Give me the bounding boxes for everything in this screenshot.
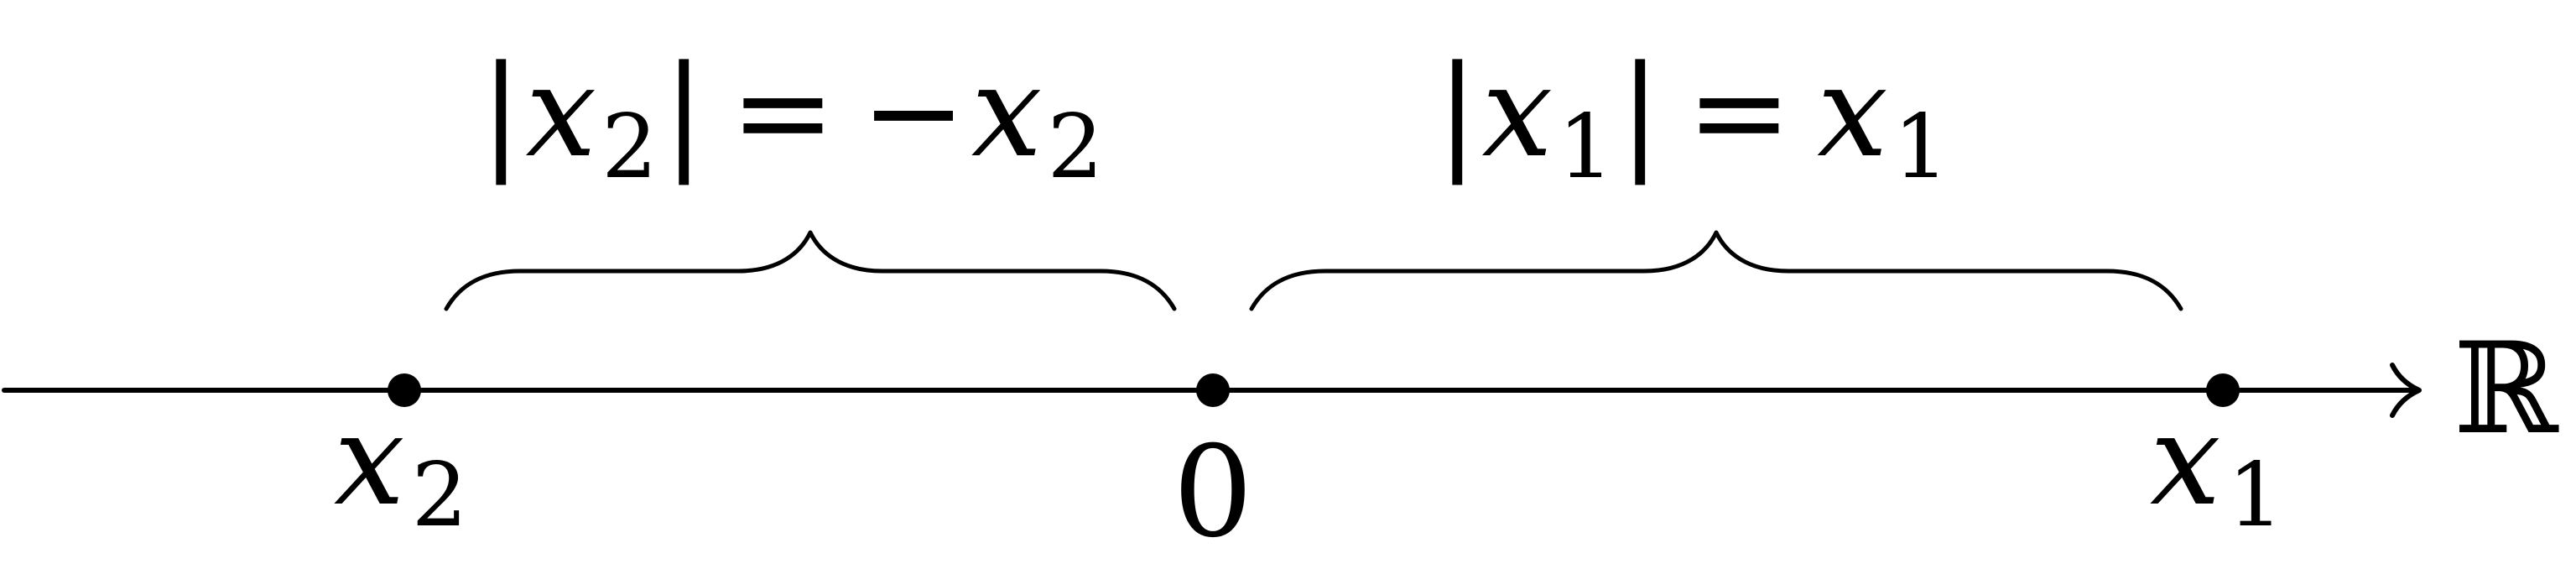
left-eq-close-bar: | xyxy=(663,39,705,185)
right-eq-rhs-sub: 1 xyxy=(1893,96,1949,198)
point-x1-base: x xyxy=(2150,388,2221,534)
point-x2-dot xyxy=(388,373,421,407)
point-x1-label: x1 xyxy=(2150,388,2283,546)
left-eq-rhs-base: x xyxy=(971,39,1043,185)
point-x1-sub: 1 xyxy=(2228,444,2284,546)
left-eq-open-bar: | xyxy=(480,39,523,185)
left-eq-lhs-sub: 2 xyxy=(601,96,658,198)
point-x2-label: x2 xyxy=(334,388,467,546)
left-eq-equals: = xyxy=(731,39,836,185)
right-eq-close-bar: | xyxy=(1619,39,1662,185)
point-x2-base: x xyxy=(334,388,405,534)
left-equation: |x2| = −x2 xyxy=(480,39,1103,198)
left-eq-minus: − xyxy=(861,39,966,185)
right-equation: |x1| = x1 xyxy=(1436,39,1949,198)
right-eq-lhs-sub: 1 xyxy=(1558,96,1614,198)
left-eq-lhs-base: x xyxy=(526,39,597,185)
point-zero-dot xyxy=(1196,373,1230,407)
axis-label-reals: ℝ xyxy=(2454,316,2559,462)
right-eq-equals: = xyxy=(1687,39,1793,185)
point-x1-dot xyxy=(2206,373,2240,407)
right-eq-rhs-base: x xyxy=(1817,39,1888,185)
left-brace xyxy=(444,230,1177,311)
axis-arrow-head xyxy=(2390,363,2422,418)
point-x2-sub: 2 xyxy=(412,444,468,546)
point-zero-label: 0 xyxy=(1173,420,1252,566)
right-eq-lhs-base: x xyxy=(1482,39,1553,185)
left-eq-rhs-sub: 2 xyxy=(1048,96,1104,198)
right-eq-open-bar: | xyxy=(1436,39,1479,185)
right-brace xyxy=(1249,230,2183,311)
